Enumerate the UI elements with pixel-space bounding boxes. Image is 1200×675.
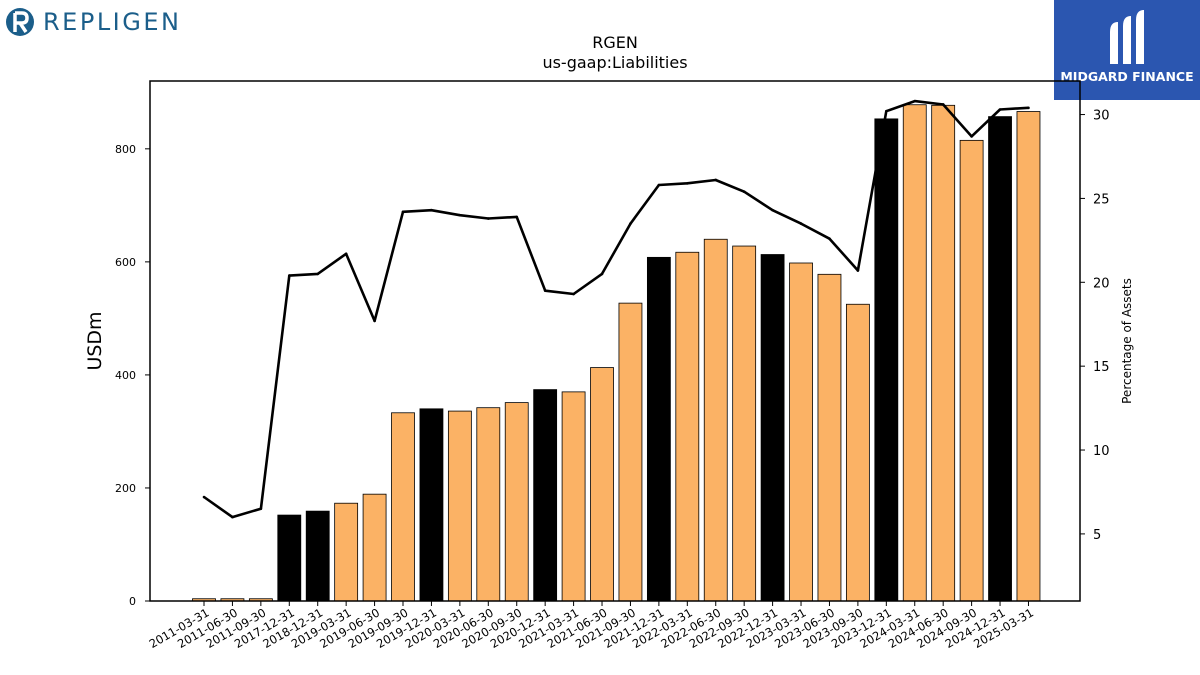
repligen-mark-icon	[6, 8, 34, 36]
line-point-2019-06-30	[373, 319, 376, 323]
bar-2024-09-30	[959, 139, 984, 602]
line-point-2022-03-31	[686, 182, 689, 185]
line-point-2011-06-30	[231, 515, 234, 519]
bar-2022-12-31	[760, 254, 785, 602]
bar-2022-06-30	[703, 238, 728, 602]
y2-tick-label-25: 25	[1093, 192, 1110, 207]
line-point-2024-09-30	[970, 135, 973, 138]
bar-2023-03-31	[789, 262, 813, 602]
line-point-2020-06-30	[487, 217, 490, 220]
bar-2021-03-31	[561, 391, 586, 602]
y2-tick-label-10: 10	[1093, 444, 1110, 459]
line-point-2020-09-30	[515, 215, 519, 219]
line-point-2017-12-31	[287, 274, 291, 277]
y-tick-label-400: 400	[115, 369, 136, 382]
line-point-2018-12-31	[316, 272, 320, 276]
bar-2022-09-30	[732, 245, 757, 602]
bar-2021-06-30	[590, 367, 614, 602]
bar-2018-12-31	[305, 510, 330, 602]
line-point-2020-12-31	[543, 289, 547, 292]
bar-2019-06-30	[362, 493, 387, 602]
line-point-2011-03-31	[202, 495, 206, 499]
y-axis-left: 0 200 400 600 800	[115, 143, 150, 608]
bar-2023-06-30	[817, 273, 842, 602]
line-point-2022-12-31	[771, 208, 774, 212]
chart-title: RGEN	[592, 33, 638, 52]
repligen-logo: REPLIGEN	[5, 4, 181, 40]
bar-2020-12-31	[533, 389, 558, 602]
line-point-2022-06-30	[714, 178, 718, 182]
bar-2019-12-31	[419, 408, 444, 602]
line-point-2024-06-30	[941, 103, 945, 106]
y2-tick-label-30: 30	[1093, 109, 1110, 124]
bar-2020-09-30	[504, 402, 529, 602]
bar-2020-06-30	[476, 407, 501, 602]
y-tick-label-0: 0	[129, 595, 136, 608]
bar-2024-03-31	[902, 104, 927, 602]
line-point-2024-12-31	[998, 108, 1002, 111]
y-axis-label: USDm	[84, 311, 106, 370]
y-axis-right: 5 10 15 20 25 30	[1080, 109, 1110, 543]
percentage-line-series	[202, 99, 1030, 519]
line-point-2021-06-30	[600, 272, 604, 276]
y-tick-label-600: 600	[115, 256, 136, 269]
bar-2017-12-31	[277, 514, 302, 602]
y2-axis-label: Percentage of Assets	[1120, 278, 1134, 404]
bar-2019-03-31	[334, 502, 359, 602]
bar-2024-06-30	[931, 104, 956, 602]
plot-frame	[149, 80, 1081, 602]
bar-2021-12-31	[646, 256, 671, 602]
line-point-2021-09-30	[629, 222, 632, 225]
line-point-2023-03-31	[799, 222, 803, 225]
midgard-finance-logo: MIDGARD FINANCE	[1054, 0, 1200, 100]
percentage-line	[203, 99, 1029, 519]
line-point-2019-03-31	[344, 252, 348, 256]
y2-tick-label-20: 20	[1093, 276, 1110, 291]
x-axis: 2011-03-312011-06-302011-09-302017-12-31…	[147, 601, 1036, 651]
line-point-2024-03-31	[913, 99, 917, 103]
bar-2019-09-30	[391, 412, 415, 602]
line-point-2023-12-31	[885, 109, 888, 113]
bar-2022-03-31	[675, 251, 700, 602]
bar-2023-09-30	[845, 303, 870, 602]
bar-2020-03-31	[447, 410, 472, 602]
bar-series	[192, 104, 1041, 602]
line-point-2023-06-30	[828, 237, 831, 240]
line-point-2021-03-31	[572, 292, 575, 296]
bar-2021-09-30	[618, 302, 643, 602]
line-point-2023-09-30	[856, 269, 860, 272]
line-point-2021-12-31	[657, 183, 661, 187]
y-tick-label-800: 800	[115, 143, 136, 156]
y-tick-label-200: 200	[115, 482, 136, 495]
y2-tick-label-5: 5	[1093, 528, 1101, 543]
repligen-wordmark: REPLIGEN	[43, 8, 182, 36]
line-point-2019-12-31	[430, 208, 433, 212]
bar-2025-03-31	[1016, 111, 1041, 602]
y2-tick-label-15: 15	[1093, 360, 1110, 375]
line-point-2011-09-30	[259, 507, 263, 511]
line-point-2025-03-31	[1027, 106, 1030, 110]
bar-2023-12-31	[874, 118, 899, 602]
line-point-2022-09-30	[742, 190, 746, 194]
bar-2024-12-31	[988, 116, 1012, 602]
chart-subtitle: us-gaap:Liabilities	[542, 53, 687, 72]
midgard-mark-icon	[1110, 10, 1144, 64]
midgard-wordmark: MIDGARD FINANCE	[1060, 69, 1194, 84]
line-point-2020-03-31	[458, 213, 462, 217]
line-point-2019-09-30	[401, 210, 405, 214]
